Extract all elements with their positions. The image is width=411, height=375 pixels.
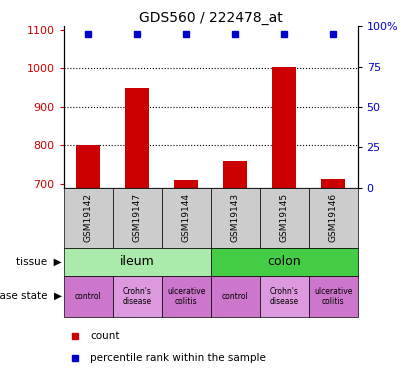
Bar (113, 276, 162, 317)
Bar (321, 179, 345, 188)
Bar (162, 188, 211, 248)
Text: Crohn's
disease: Crohn's disease (270, 286, 299, 306)
Bar (211, 276, 260, 317)
Bar (223, 160, 247, 188)
Text: GSM19142: GSM19142 (84, 193, 93, 242)
Text: GSM19146: GSM19146 (328, 193, 337, 242)
Text: control: control (222, 292, 249, 301)
Text: Crohn's
disease: Crohn's disease (122, 286, 152, 306)
Text: GSM19147: GSM19147 (133, 193, 142, 242)
Bar (211, 188, 260, 248)
Text: control: control (75, 292, 102, 301)
Bar (174, 180, 199, 188)
Bar (113, 188, 162, 248)
Bar (64, 188, 113, 248)
Bar (309, 188, 358, 248)
Bar (162, 276, 211, 317)
Bar (272, 67, 296, 188)
Text: GSM19144: GSM19144 (182, 193, 191, 242)
Text: ulcerative
colitis: ulcerative colitis (167, 286, 206, 306)
Text: GSM19145: GSM19145 (279, 193, 289, 242)
Text: percentile rank within the sample: percentile rank within the sample (90, 352, 266, 363)
Text: ileum: ileum (120, 255, 155, 268)
Text: tissue  ▶: tissue ▶ (16, 256, 62, 267)
Bar (309, 276, 358, 317)
Bar (76, 145, 100, 188)
Text: GSM19143: GSM19143 (231, 193, 240, 242)
Text: disease state  ▶: disease state ▶ (0, 291, 62, 301)
Bar (260, 188, 309, 248)
Bar (211, 248, 358, 276)
Bar (260, 276, 309, 317)
Bar (64, 248, 210, 276)
Title: GDS560 / 222478_at: GDS560 / 222478_at (139, 11, 282, 25)
Bar (125, 88, 150, 188)
Text: count: count (90, 331, 120, 341)
Text: ulcerative
colitis: ulcerative colitis (314, 286, 352, 306)
Bar (64, 276, 113, 317)
Text: colon: colon (267, 255, 301, 268)
